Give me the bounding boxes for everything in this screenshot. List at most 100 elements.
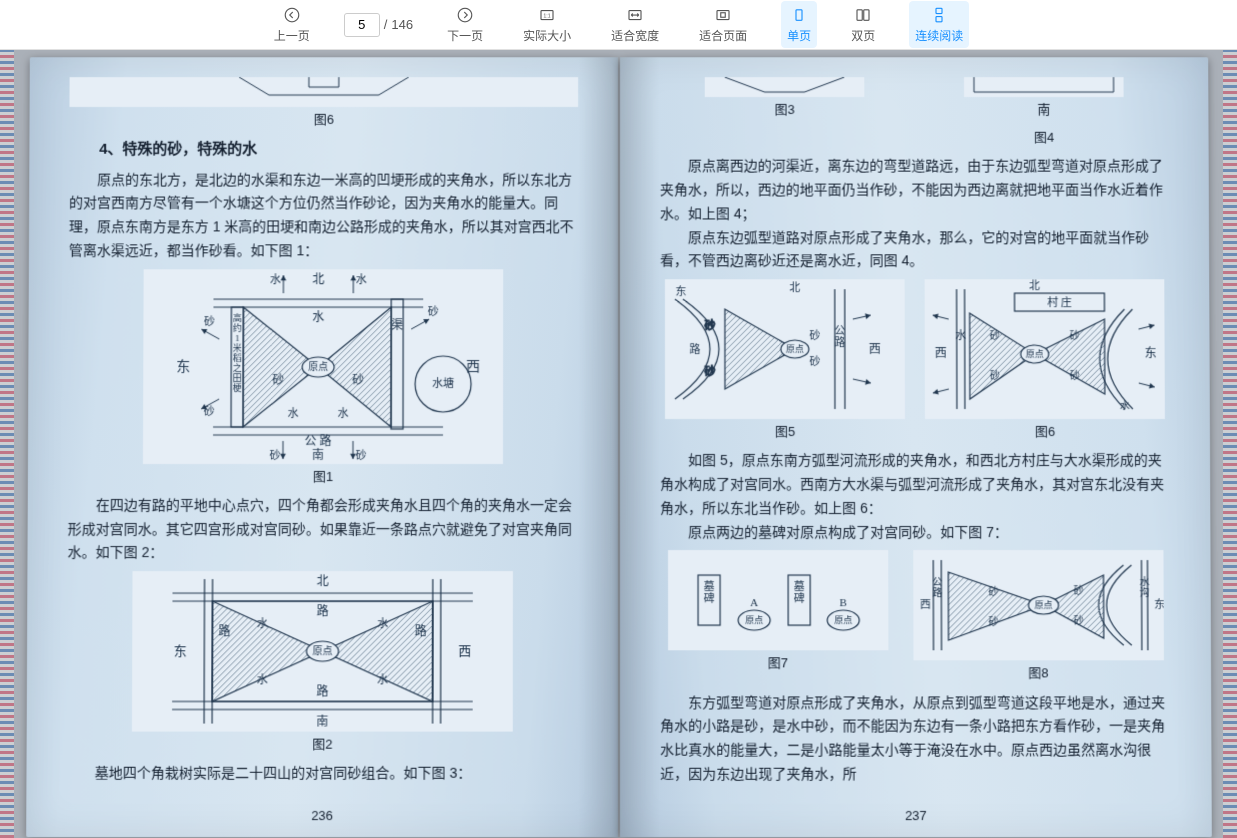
actual-size-button[interactable]: 1:1 实际大小 (517, 1, 577, 48)
prev-page-label: 上一页 (274, 27, 310, 44)
svg-text:东: 东 (1144, 346, 1156, 360)
svg-text:砂: 砂 (809, 329, 820, 342)
single-page-button[interactable]: 单页 (781, 1, 817, 48)
page-237: 图3 南 图4 原点离西边的河渠近，离东边的弯型道路远，由于东边弧型弯道对原点形… (619, 57, 1211, 837)
svg-text:水: 水 (256, 674, 267, 687)
svg-text:墓: 墓 (703, 581, 714, 594)
para-l2: 在四边有路的平地中心点穴，四个角都会形成夹角水且四个角的夹角水一定会形成对宫同水… (67, 494, 578, 565)
svg-text:砂: 砂 (203, 315, 214, 328)
svg-text:原点: 原点 (308, 361, 328, 373)
svg-text:碑: 碑 (793, 593, 804, 606)
svg-text:砂: 砂 (1069, 329, 1079, 342)
svg-text:1:1: 1:1 (543, 13, 550, 19)
svg-text:水: 水 (377, 674, 388, 687)
page-number-input[interactable] (344, 13, 380, 37)
svg-text:公: 公 (834, 325, 845, 337)
svg-text:砂: 砂 (809, 355, 820, 368)
svg-text:北: 北 (316, 574, 328, 588)
svg-text:公: 公 (931, 578, 941, 589)
svg-text:碑: 碑 (703, 593, 714, 606)
page-number-237: 237 (620, 805, 1212, 827)
svg-text:水: 水 (1139, 577, 1149, 589)
svg-text:村 庄: 村 庄 (1047, 295, 1072, 309)
svg-text:路: 路 (689, 343, 700, 356)
next-page-button[interactable]: 下一页 (441, 1, 489, 48)
continuous-label: 连续阅读 (915, 27, 963, 44)
page-number-control: / 146 (344, 13, 413, 37)
svg-text:A: A (749, 598, 757, 610)
para-l3: 墓地四个角栽树实际是二十四山的对宫同砂组合。如下图 3： (66, 762, 577, 786)
figure-1: 北南东西水水水砂砂砂砂砂渠水塘原点砂砂水水公 路高约1米稻之田梗 (142, 269, 502, 464)
svg-text:之: 之 (232, 362, 241, 373)
svg-text:水: 水 (377, 617, 388, 630)
svg-text:砂: 砂 (269, 449, 280, 462)
fig5-label: 图5 (664, 421, 904, 443)
svg-text:水: 水 (1119, 400, 1129, 412)
svg-text:东: 东 (173, 644, 186, 659)
figure-7: 墓碑墓碑AB原点原点 (667, 551, 887, 651)
svg-text:砂: 砂 (352, 373, 364, 387)
fit-page-label: 适合页面 (699, 27, 747, 44)
document-viewport[interactable]: 图6 4、特殊的砂，特殊的水 原点的东北方，是北边的水渠和东边一米高的凹埂形成的… (0, 50, 1237, 838)
svg-text:南: 南 (316, 714, 328, 729)
para-r1: 原点离西边的河渠近，离东边的弯型道路远，由于东边弧型弯道对原点形成了夹角水，所以… (659, 155, 1168, 226)
svg-text:公 路: 公 路 (304, 433, 331, 448)
fig3-fragment (704, 77, 864, 97)
prev-page-button[interactable]: 上一页 (268, 1, 316, 48)
svg-text:原点: 原点 (312, 646, 332, 658)
svg-text:路: 路 (316, 684, 328, 699)
svg-text:北: 北 (1028, 279, 1039, 292)
svg-text:路: 路 (316, 603, 328, 618)
section-title: 4、特殊的砂，特殊的水 (69, 137, 578, 162)
svg-text:水: 水 (355, 273, 366, 286)
page-sep: / (384, 17, 388, 32)
fit-page-button[interactable]: 适合页面 (693, 1, 753, 48)
page-236: 图6 4、特殊的砂，特殊的水 原点的东北方，是北边的水渠和东边一米高的凹埂形成的… (26, 57, 618, 837)
svg-text:梗: 梗 (232, 382, 241, 393)
pdf-toolbar: 上一页 / 146 下一页 1:1 实际大小 适合宽度 适合页面 单页 (0, 0, 1237, 50)
chevron-left-icon (282, 5, 302, 25)
svg-text:田: 田 (232, 373, 241, 383)
single-page-icon (789, 5, 809, 25)
page-number-236: 236 (26, 805, 618, 827)
fig6-top-fragment (69, 77, 578, 107)
chevron-right-icon (455, 5, 475, 25)
para-r3: 如图 5，原点东南方弧型河流形成的夹角水，和西北方村庄与大水渠形成的夹角水构成了… (660, 449, 1170, 520)
svg-text:西: 西 (868, 342, 880, 356)
fit-width-button[interactable]: 适合宽度 (605, 1, 665, 48)
double-page-icon (853, 5, 873, 25)
svg-text:沟: 沟 (1139, 587, 1149, 600)
para-r5: 东方弧型弯道对原点形成了夹角水，从原点到弧型弯道这段平地是水，通过夹角水的小路是… (660, 691, 1171, 787)
svg-text:路: 路 (834, 336, 845, 349)
page-spread: 图6 4、特殊的砂，特殊的水 原点的东北方，是北边的水渠和东边一米高的凹埂形成的… (26, 57, 1212, 838)
continuous-button[interactable]: 连续阅读 (909, 1, 969, 48)
continuous-icon (929, 5, 949, 25)
fig6-label: 图6 (924, 421, 1164, 443)
svg-text:路: 路 (414, 623, 426, 638)
next-page-label: 下一页 (447, 27, 483, 44)
actual-size-label: 实际大小 (523, 27, 571, 44)
fit-width-icon (625, 5, 645, 25)
svg-text:原点: 原点 (785, 344, 803, 354)
para-r2: 原点东边弧型道路对原点形成了夹角水，那么，它的对宫的地平面就当作砂看，不管西边离… (659, 226, 1168, 273)
svg-text:东: 东 (1153, 599, 1163, 612)
svg-text:砂: 砂 (704, 365, 715, 378)
fig7-label: 图7 (667, 653, 887, 675)
svg-text:砂: 砂 (427, 305, 438, 318)
fig8-label: 图8 (913, 663, 1164, 685)
double-page-button[interactable]: 双页 (845, 1, 881, 48)
svg-text:砂: 砂 (704, 319, 715, 332)
svg-text:B: B (839, 598, 846, 610)
fit-page-icon (713, 5, 733, 25)
svg-text:原点: 原点 (1034, 601, 1052, 611)
page-total: 146 (391, 17, 413, 32)
svg-text:西: 西 (934, 346, 946, 360)
svg-text:路: 路 (931, 587, 941, 600)
fig1-label: 图1 (67, 466, 577, 488)
svg-text:原点: 原点 (833, 616, 851, 626)
fig6-top-label: 图6 (69, 109, 578, 131)
one-to-one-icon: 1:1 (537, 5, 557, 25)
svg-text:西: 西 (919, 600, 930, 612)
compass-south: 南 (919, 99, 1168, 121)
svg-text:原点: 原点 (1025, 349, 1043, 359)
